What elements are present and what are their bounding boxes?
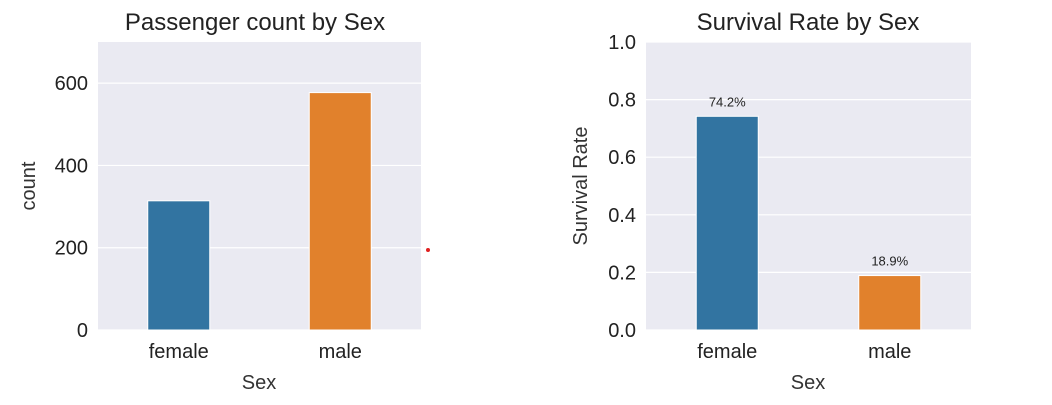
y-tick-label: 0.6 bbox=[608, 147, 636, 169]
y-tick-label: 0 bbox=[77, 320, 88, 342]
bar-female bbox=[147, 200, 211, 331]
chart-survival-rate: 74.2% 18.9% 0.0 0.2 0.4 0.6 0.8 1.0 female male… bbox=[570, 9, 971, 394]
plot-area bbox=[98, 42, 421, 330]
data-labels: 74.2% 18.9% bbox=[709, 94, 909, 268]
bars bbox=[695, 115, 922, 331]
y-tick-label: 400 bbox=[55, 155, 88, 177]
y-tick-label: 200 bbox=[55, 238, 88, 260]
y-tick-label: 600 bbox=[55, 73, 88, 95]
x-tick-labels: female male bbox=[697, 341, 911, 363]
y-axis-label: count bbox=[18, 161, 40, 210]
x-tick-label: female bbox=[149, 341, 209, 363]
y-tick-label: 0.2 bbox=[608, 262, 636, 284]
x-tick-label: female bbox=[697, 341, 757, 363]
chart-title: Survival Rate by Sex bbox=[697, 9, 920, 36]
x-tick-label: male bbox=[868, 341, 911, 363]
chart-passenger-count: 0 200 400 600 female male Passenger count by… bbox=[18, 9, 421, 394]
x-tick-label: male bbox=[319, 341, 362, 363]
x-axis-label: Sex bbox=[242, 372, 276, 394]
y-tick-label: 0.4 bbox=[608, 205, 636, 227]
y-tick-labels: 0 200 400 600 bbox=[55, 73, 88, 342]
y-tick-label: 0.0 bbox=[608, 320, 636, 342]
x-axis-label: Sex bbox=[791, 372, 825, 394]
y-tick-labels: 0.0 0.2 0.4 0.6 0.8 1.0 bbox=[608, 32, 636, 342]
x-tick-labels: female male bbox=[149, 341, 362, 363]
plot-area bbox=[646, 42, 971, 330]
bar-male bbox=[858, 275, 922, 331]
data-label: 74.2% bbox=[709, 94, 746, 109]
chart-title: Passenger count by Sex bbox=[125, 9, 385, 36]
y-tick-label: 0.8 bbox=[608, 90, 636, 112]
y-tick-label: 1.0 bbox=[608, 32, 636, 54]
marker-dot bbox=[426, 248, 430, 252]
y-axis-label: Survival Rate bbox=[570, 127, 592, 246]
bar-male bbox=[308, 92, 372, 331]
data-label: 18.9% bbox=[871, 254, 908, 269]
bar-female bbox=[695, 115, 759, 331]
bars bbox=[147, 92, 372, 331]
